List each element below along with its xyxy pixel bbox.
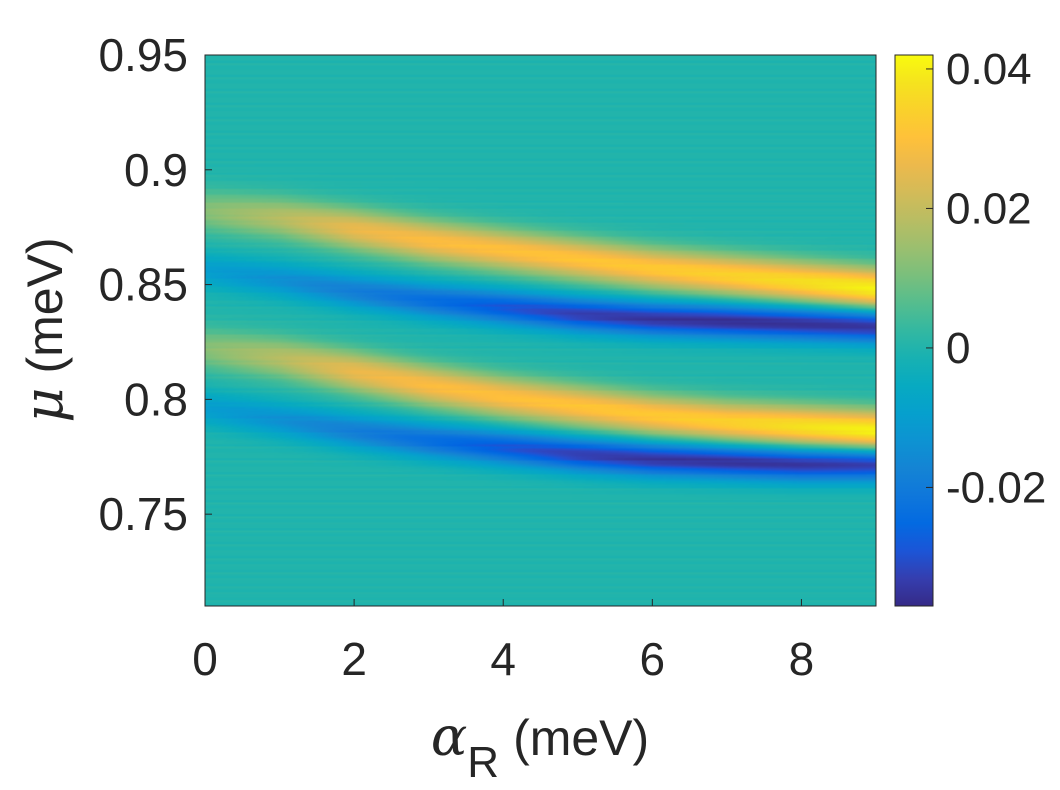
x-axis-subscript: R bbox=[467, 738, 499, 787]
y-axis-symbol: μ bbox=[12, 388, 75, 423]
y-tick-label: 0.85 bbox=[98, 259, 188, 311]
x-tick-label: 6 bbox=[640, 633, 666, 685]
x-tick-label: 4 bbox=[490, 633, 516, 685]
x-tick-label: 2 bbox=[341, 633, 367, 685]
y-tick-label: 0.75 bbox=[98, 488, 188, 540]
colorbar-gradient bbox=[894, 54, 934, 607]
colorbar: -0.02 0 0.02 0.04 bbox=[894, 45, 1046, 607]
colorbar-tick-label: 0 bbox=[946, 324, 970, 373]
y-tick-label: 0.8 bbox=[124, 373, 188, 425]
plot-frame bbox=[204, 54, 877, 607]
colorbar-tick-label: -0.02 bbox=[946, 463, 1046, 512]
y-tick-label: 0.9 bbox=[124, 144, 188, 196]
x-axis-symbol: α bbox=[431, 705, 467, 768]
x-tick-label: 0 bbox=[192, 633, 218, 685]
y-axis-ticks: 0.75 0.8 0.85 0.9 0.95 bbox=[98, 29, 212, 540]
y-tick-label: 0.95 bbox=[98, 29, 188, 81]
x-tick-label: 8 bbox=[789, 633, 815, 685]
x-axis-unit: (meV) bbox=[513, 710, 649, 766]
y-axis-label: μ (meV) bbox=[12, 237, 75, 422]
plot-area bbox=[204, 54, 877, 607]
colorbar-tick-label: 0.04 bbox=[946, 45, 1032, 94]
colorbar-ticks: -0.02 0 0.02 0.04 bbox=[926, 45, 1046, 512]
heatmap-image bbox=[205, 55, 876, 606]
y-axis-unit: (meV) bbox=[17, 237, 73, 373]
colorbar-tick-label: 0.02 bbox=[946, 184, 1032, 233]
x-axis-label: αR (meV) bbox=[431, 705, 649, 787]
x-axis-ticks: 0 2 4 6 8 bbox=[192, 599, 814, 685]
